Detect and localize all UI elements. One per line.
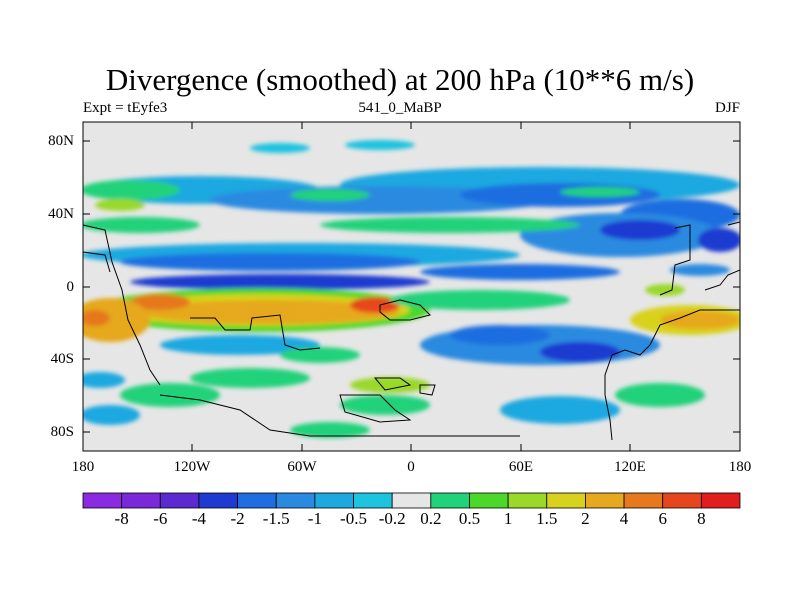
colorbar-label: 8 — [697, 509, 706, 528]
y-tick-label-40n: 40N — [48, 206, 74, 222]
colorbar-label: -2 — [230, 509, 245, 528]
colorbar-swatch — [700, 492, 741, 509]
colorbar-label: -1.5 — [262, 509, 290, 528]
colorbar-swatch — [469, 492, 509, 509]
x-tick-label-180e: 180 — [728, 459, 752, 475]
colorbar-label: 1 — [503, 509, 513, 528]
x-tick-label-60w: 60W — [287, 459, 317, 475]
colorbar-swatch — [121, 492, 161, 509]
colorbar-label: -0.2 — [378, 509, 406, 528]
colorbar-swatch — [430, 492, 470, 509]
y-tick-label-80n: 80N — [48, 133, 74, 149]
colorbar-swatch — [159, 492, 200, 509]
colorbar-swatch — [623, 492, 664, 509]
colorbar-swatch — [353, 492, 393, 509]
colorbar-label: -4 — [191, 509, 207, 528]
x-tick-label-180w: 180 — [71, 459, 95, 475]
colorbar-label: 6 — [658, 509, 667, 528]
colorbar-swatch — [275, 492, 316, 509]
colorbar-label: 2 — [581, 509, 590, 528]
y-tick-label-40s: 40S — [50, 351, 74, 367]
season-label: DJF — [714, 100, 740, 116]
x-tick-label-120e: 120E — [614, 459, 646, 475]
x-tick-label-60e: 60E — [508, 459, 534, 475]
colorbar-swatch — [585, 492, 625, 509]
colorbar-label: -0.5 — [340, 509, 367, 528]
map-title: Divergence (smoothed) at 200 hPa (10**6 … — [105, 62, 695, 97]
colorbar — [82, 492, 741, 509]
colorbar-swatch — [662, 492, 702, 509]
divergence-field — [83, 122, 740, 451]
colorbar-swatch — [314, 492, 354, 509]
colorbar-swatch — [82, 492, 123, 509]
colorbar-swatch — [391, 492, 432, 509]
x-axis-ticks — [82, 122, 741, 451]
colorbar-swatch — [237, 492, 277, 509]
coastlines — [83, 221, 740, 441]
y-tick-label-0: 0 — [66, 279, 75, 295]
experiment-label: Expt = tEyfe3 — [83, 100, 168, 116]
colorbar-label: -1 — [307, 509, 322, 528]
colorbar-swatch — [546, 492, 586, 509]
colorbar-label: 4 — [619, 509, 629, 528]
colorbar-swatch — [198, 492, 238, 509]
colorbar-label: -6 — [153, 509, 168, 528]
colorbar-label: 0.5 — [458, 509, 481, 528]
x-tick-label-120w: 120W — [173, 459, 211, 475]
y-tick-label-80s: 80S — [50, 424, 74, 440]
colorbar-swatch — [507, 492, 548, 509]
x-tick-label-0: 0 — [407, 459, 415, 475]
colorbar-label: -8 — [114, 509, 129, 528]
run-label: 541_0_MaBP — [358, 100, 442, 116]
y-axis-ticks — [83, 140, 740, 433]
colorbar-label: 0.2 — [420, 509, 442, 528]
colorbar-label: 1.5 — [536, 509, 558, 528]
